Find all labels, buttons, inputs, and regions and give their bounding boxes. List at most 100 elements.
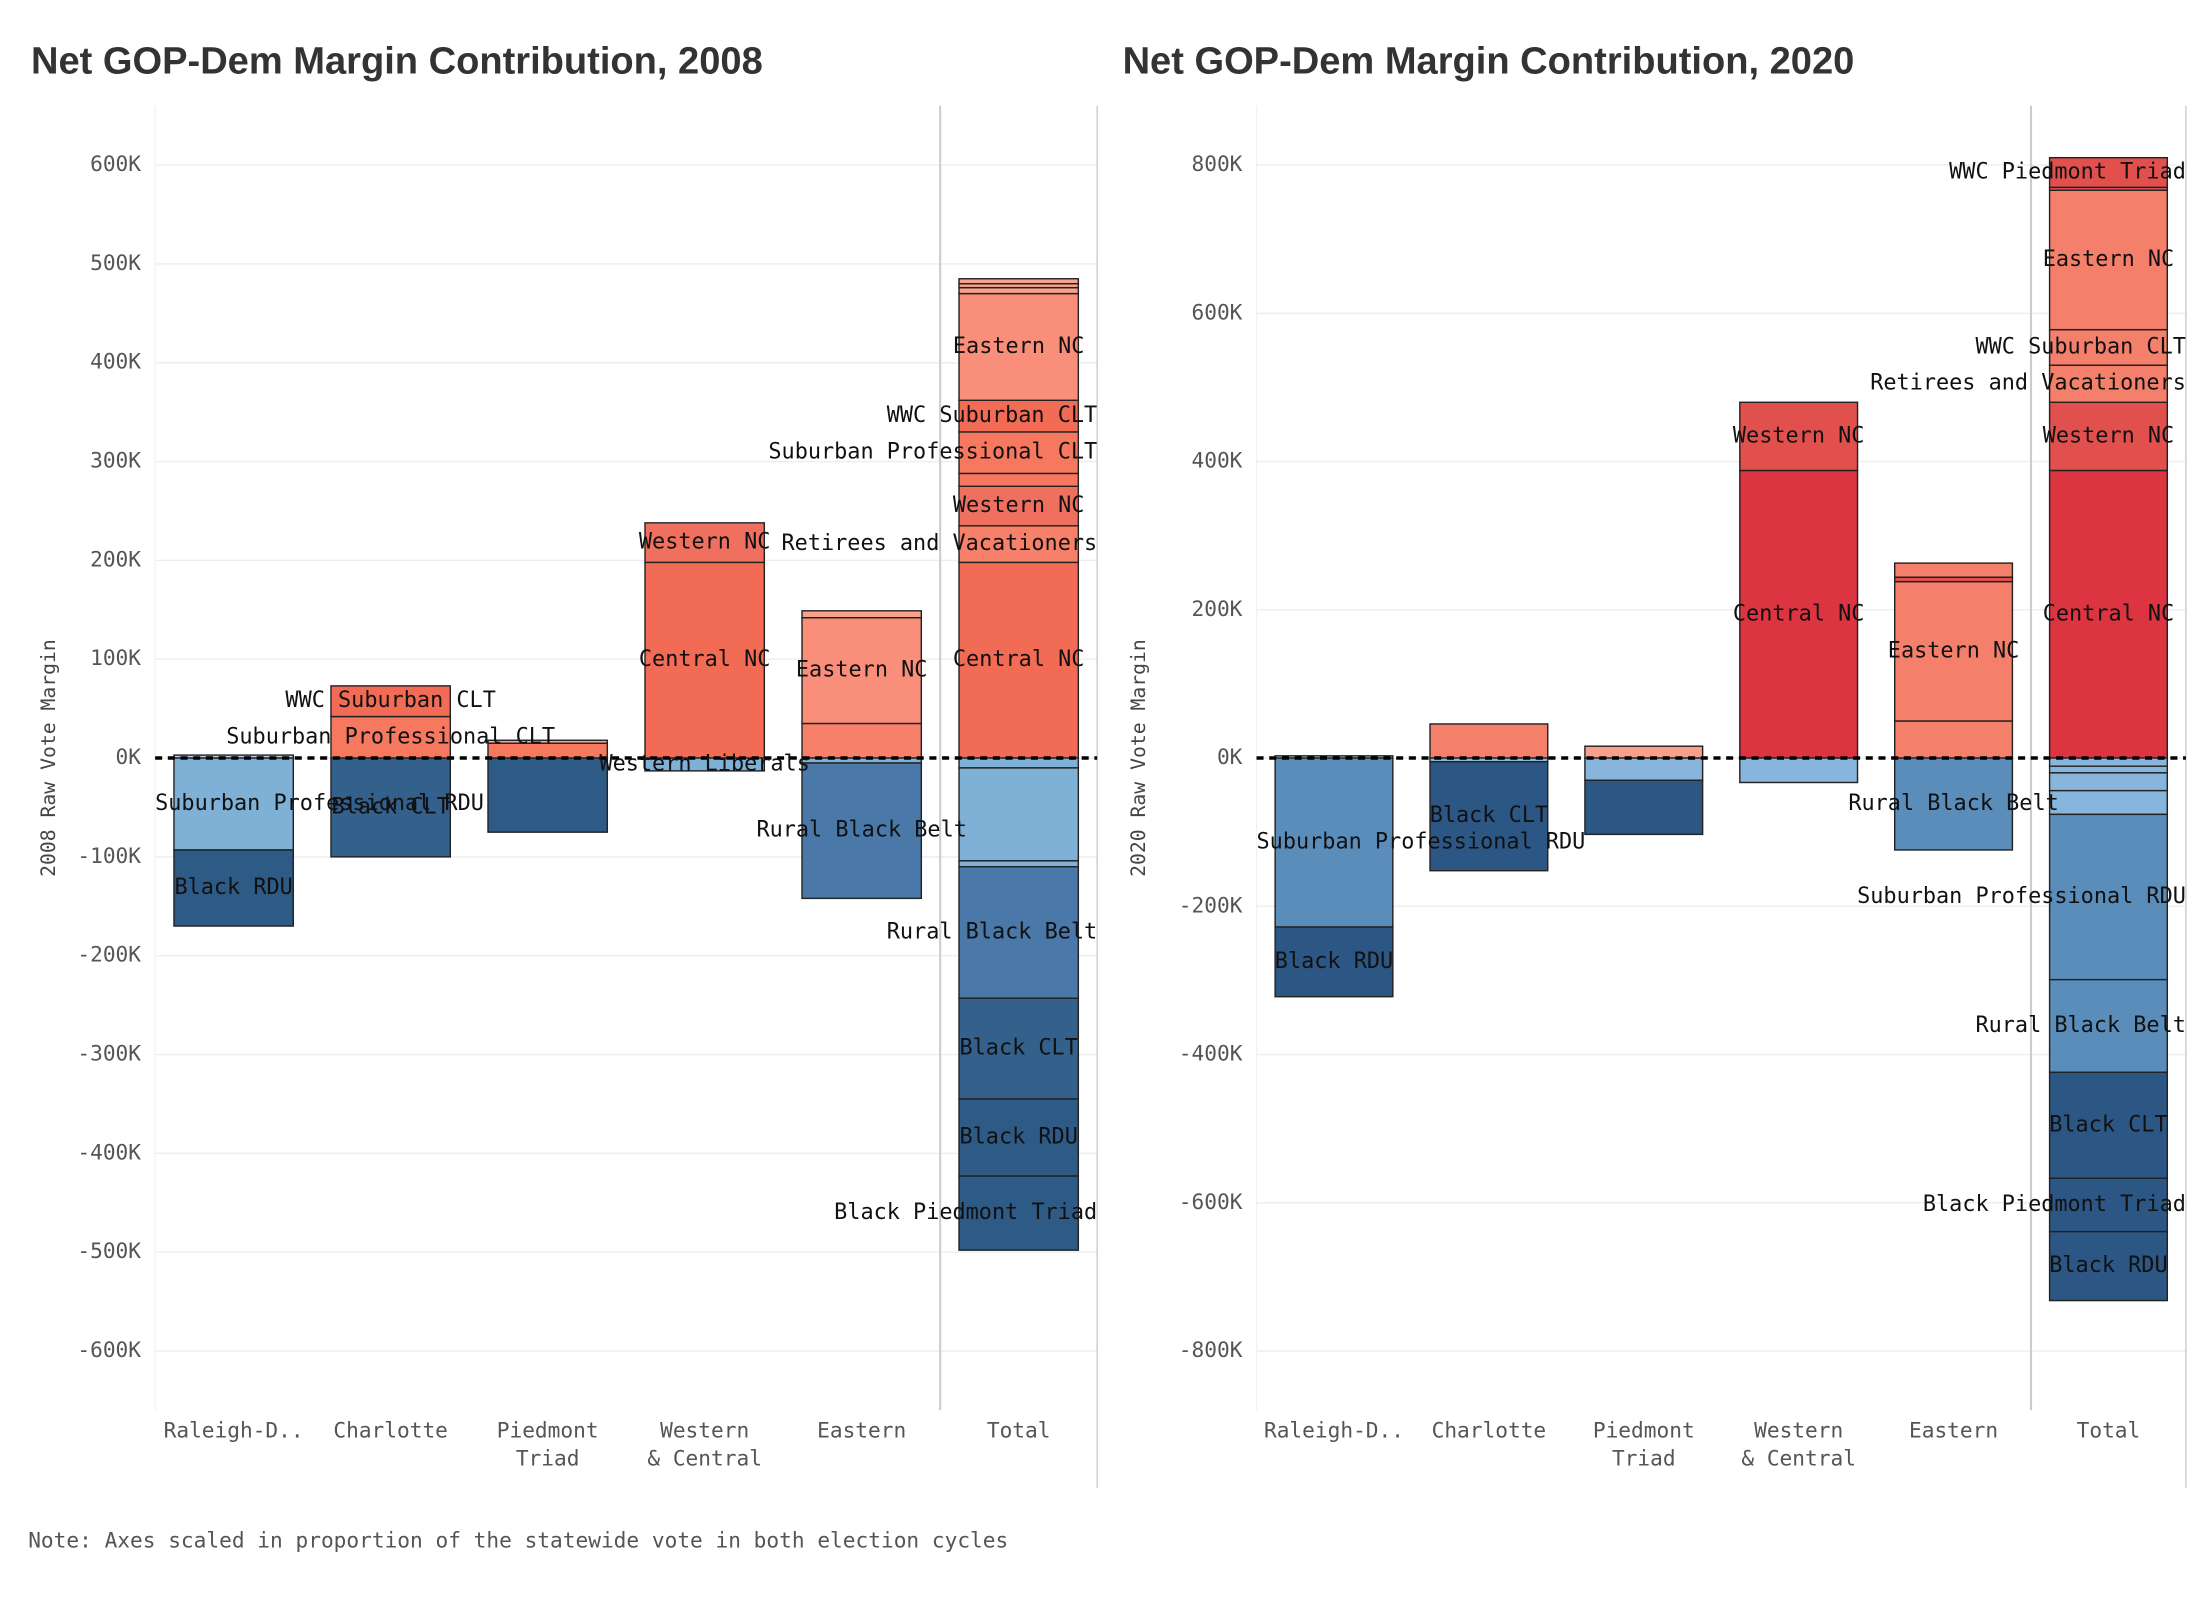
y-tick-label: -200K — [1179, 892, 1243, 917]
x-tick-label: Charlotte — [333, 1417, 448, 1442]
y-tick-label: 800K — [1192, 151, 1243, 176]
bar-segment — [2048, 469, 2169, 759]
y-tick-label: 200K — [1192, 596, 1243, 621]
segment-label: Black RDU — [2049, 1253, 2167, 1278]
y-tick-label: 600K — [90, 151, 141, 176]
segment-label: Suburban Professional RDU — [1257, 830, 1586, 855]
segment-label: WWC Suburban CLT — [887, 403, 1097, 428]
bar-segment — [958, 485, 1080, 527]
bar-segment — [487, 739, 609, 744]
bar-segment — [2048, 978, 2169, 1074]
bar-segment — [2048, 401, 2169, 472]
y-tick-label: -400K — [1179, 1041, 1243, 1066]
segment-label: Eastern NC — [1888, 638, 2020, 663]
segment-label: WWC Piedmont Triad — [1949, 160, 2186, 185]
x-tick-label: Total — [987, 1417, 1051, 1442]
x-tick-label: Western & Central — [647, 1417, 762, 1470]
bar-segment — [958, 286, 1080, 295]
bar-segment — [958, 866, 1080, 999]
segment-label: Black CLT — [331, 794, 449, 819]
bar-segment — [958, 292, 1080, 402]
segment-label: Rural Black Belt — [756, 818, 966, 843]
bar-segment — [1584, 757, 1704, 781]
x-tick-label: Piedmont Triad — [497, 1417, 599, 1470]
bar-segment — [958, 525, 1080, 564]
bar-segment — [330, 685, 452, 718]
segment-label: Retirees and Vacationers — [1870, 371, 2186, 396]
segment-label: Western NC — [639, 530, 771, 555]
y-tick-label: 0K — [1217, 744, 1243, 769]
segment-label: Black CLT — [959, 1036, 1077, 1061]
bar-segment — [173, 849, 295, 927]
bar-segment — [2048, 189, 2169, 331]
segment-label: Rural Black Belt — [1848, 791, 2058, 816]
x-tick-label: Eastern — [1909, 1417, 1998, 1442]
segment-label: Central NC — [639, 647, 771, 672]
bar-segment — [958, 472, 1080, 487]
segment-label: Western Liberals — [599, 751, 809, 776]
y-tick-label: 300K — [90, 448, 141, 473]
bar-segment — [2048, 789, 2169, 816]
bar-segment — [487, 757, 609, 833]
bar-segment — [2048, 364, 2169, 403]
y-tick-label: 600K — [1192, 299, 1243, 324]
bar-segment — [1893, 757, 2014, 851]
y-tick-label: -600K — [77, 1337, 141, 1362]
bar-segment — [1274, 926, 1394, 998]
y-tick-label: -800K — [1179, 1337, 1243, 1362]
x-tick-label: Raleigh-D.. — [164, 1417, 304, 1442]
bar-segment — [801, 722, 923, 759]
bar-segment — [2048, 328, 2169, 366]
bar-segment — [2048, 1071, 2169, 1180]
note: Note: Axes scaled in proportion of the s… — [28, 1527, 1008, 1552]
segment-label: Black RDU — [1275, 949, 1393, 974]
y-tick-label: -500K — [77, 1238, 141, 1263]
bar-segment — [801, 762, 923, 900]
bar-segment — [1739, 401, 1859, 472]
bar-segment — [958, 278, 1080, 285]
bar-segment — [2048, 1230, 2169, 1302]
segment-label: Black CLT — [2049, 1112, 2167, 1137]
x-tick-label: Total — [2077, 1417, 2141, 1442]
y-tick-label: -600K — [1179, 1189, 1243, 1214]
segment-label: Retirees and Vacationers — [782, 531, 1098, 556]
y-axis-title: 2008 Raw Vote Margin — [37, 639, 60, 877]
segment-label: WWC Suburban CLT — [1975, 334, 2185, 359]
segment-label: Eastern NC — [2043, 247, 2175, 272]
bar-segment — [801, 617, 923, 725]
segment-label: Suburban Professional CLT — [226, 724, 555, 749]
bar-segment — [2048, 765, 2169, 774]
segment-label: Central NC — [1733, 601, 1865, 626]
segment-label: Rural Black Belt — [1975, 1013, 2185, 1038]
segment-label: Suburban Professional RDU — [155, 791, 484, 816]
bar-segment — [1584, 745, 1704, 759]
bar-segment — [958, 399, 1080, 433]
y-tick-label: 100K — [90, 645, 141, 670]
bar-segment — [958, 431, 1080, 475]
bar-segment — [1429, 723, 1549, 759]
bar-segment — [2048, 772, 2169, 792]
segment-label: Rural Black Belt — [887, 919, 1097, 944]
y-tick-label: -400K — [77, 1139, 141, 1164]
bar-segment — [801, 610, 923, 619]
x-tick-label: Charlotte — [1432, 1417, 1547, 1442]
segment-label: Suburban Professional CLT — [768, 440, 1097, 465]
bar-segment — [1893, 562, 2014, 578]
segment-label: Suburban Professional RDU — [1857, 884, 2186, 909]
bar-segment — [644, 522, 766, 564]
chart-title: Net GOP-Dem Margin Contribution, 2008 — [31, 41, 763, 83]
y-tick-label: 400K — [90, 349, 141, 374]
y-tick-label: 200K — [90, 546, 141, 571]
y-tick-label: -100K — [77, 843, 141, 868]
bar-segment — [2048, 1177, 2169, 1233]
bar-segment — [1429, 761, 1549, 872]
bar-segment — [644, 561, 766, 759]
segment-label: Black RDU — [174, 875, 292, 900]
y-axis-title: 2020 Raw Vote Margin — [1127, 639, 1150, 877]
segment-label: Eastern NC — [953, 334, 1085, 359]
chart-title: Net GOP-Dem Margin Contribution, 2020 — [1123, 41, 1855, 83]
bar-segment — [2048, 156, 2169, 189]
x-tick-label: Western & Central — [1741, 1417, 1856, 1470]
bar-segment — [958, 1175, 1080, 1251]
